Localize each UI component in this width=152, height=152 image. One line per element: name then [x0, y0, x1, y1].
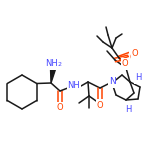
Text: H: H [135, 74, 141, 83]
Text: 2: 2 [58, 62, 62, 67]
Polygon shape [50, 69, 55, 83]
Text: NH: NH [68, 81, 80, 90]
Text: NH: NH [46, 59, 58, 69]
Text: O: O [57, 104, 63, 112]
Text: O: O [122, 59, 128, 69]
Text: O: O [132, 50, 138, 59]
Text: O: O [130, 52, 136, 62]
Text: N: N [109, 78, 115, 86]
Text: H: H [125, 105, 131, 114]
Text: O: O [97, 100, 103, 109]
